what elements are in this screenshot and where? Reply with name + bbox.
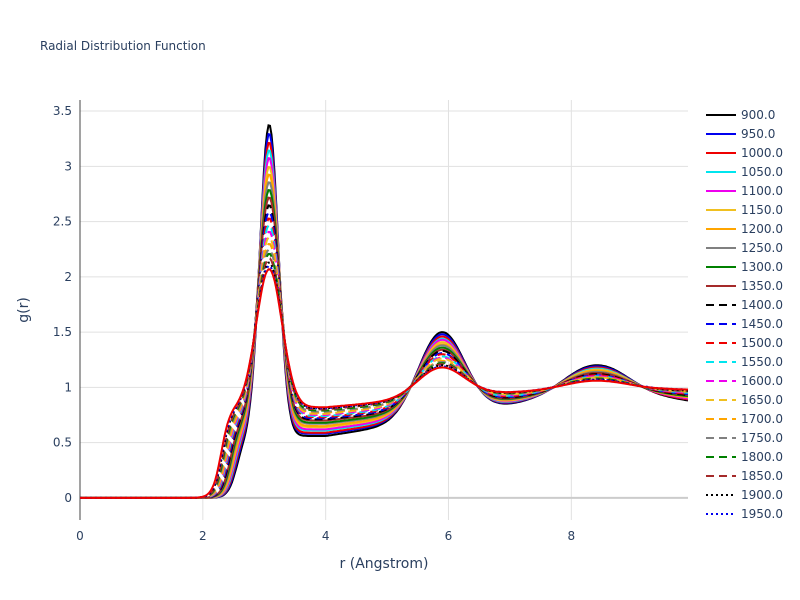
legend-item[interactable]: 1300.0 (706, 260, 783, 274)
legend-item[interactable]: 1500.0 (706, 336, 783, 350)
legend-label: 1850.0 (741, 469, 783, 483)
legend-item[interactable]: 1850.0 (706, 469, 783, 483)
y-tick-label: 0.5 (53, 436, 72, 450)
series-line (80, 252, 688, 499)
x-tick-label: 6 (445, 529, 453, 543)
legend-label: 1950.0 (741, 507, 783, 521)
legend-item[interactable]: 1700.0 (706, 412, 783, 426)
y-tick-label: 0 (64, 491, 72, 505)
legend-item[interactable]: 1950.0 (706, 507, 783, 521)
legend-label: 1900.0 (741, 488, 783, 502)
series-line (80, 264, 688, 499)
y-tick-label: 3 (64, 159, 72, 173)
series-line (80, 196, 688, 499)
y-tick-label: 3.5 (53, 104, 72, 118)
legend-label: 1150.0 (741, 203, 783, 217)
legend-item[interactable]: 1550.0 (706, 355, 783, 369)
legend-label: 1500.0 (741, 336, 783, 350)
series-line (80, 188, 688, 499)
legend-item[interactable]: 1100.0 (706, 184, 783, 198)
x-axis-label: r (Angstrom) (340, 556, 429, 572)
legend-label: 1800.0 (741, 450, 783, 464)
x-tick-label: 8 (567, 529, 575, 543)
legend-item[interactable]: 1600.0 (706, 374, 783, 388)
series-line (80, 268, 688, 499)
legend-label: 1400.0 (741, 298, 783, 312)
legend-item[interactable]: 1800.0 (706, 450, 783, 464)
y-ticks: 0 0.5 1 1.5 2 2.5 3 3.5 (53, 104, 72, 505)
series-line (80, 181, 688, 499)
series-line (80, 210, 688, 499)
legend-label: 950.0 (741, 127, 775, 141)
legend-label: 1300.0 (741, 260, 783, 274)
legend-item[interactable]: 1450.0 (706, 317, 783, 331)
legend-label: 900.0 (741, 108, 775, 122)
y-tick-label: 2.5 (53, 215, 72, 229)
x-tick-label: 4 (322, 529, 330, 543)
legend-label: 1650.0 (741, 393, 783, 407)
chart-title: Radial Distribution Function (40, 39, 206, 53)
legend-item[interactable]: 1350.0 (706, 279, 783, 293)
legend-label: 1750.0 (741, 431, 783, 445)
legend-item[interactable]: 1200.0 (706, 222, 783, 236)
legend-item[interactable]: 950.0 (706, 127, 775, 141)
series-line (80, 149, 688, 499)
x-tick-label: 2 (199, 529, 207, 543)
y-tick-label: 2 (64, 270, 72, 284)
series-line (80, 217, 688, 499)
x-tick-label: 0 (76, 529, 84, 543)
legend-label: 1200.0 (741, 222, 783, 236)
legend-item[interactable]: 1400.0 (706, 298, 783, 312)
legend-item[interactable]: 1000.0 (706, 146, 783, 160)
legend-item[interactable]: 1150.0 (706, 203, 783, 217)
legend-item[interactable]: 1250.0 (706, 241, 783, 255)
grid (80, 100, 688, 520)
y-axis-label: g(r) (16, 297, 32, 323)
legend-item[interactable]: 1050.0 (706, 165, 783, 179)
legend-label: 1600.0 (741, 374, 783, 388)
series-line (80, 141, 688, 499)
y-tick-label: 1.5 (53, 325, 72, 339)
legend-label: 1550.0 (741, 355, 783, 369)
series-line (80, 224, 688, 499)
legend-label: 1100.0 (741, 184, 783, 198)
legend-item[interactable]: 900.0 (706, 108, 775, 122)
series-lines (80, 124, 688, 499)
series-line (80, 242, 688, 499)
legend-label: 1700.0 (741, 412, 783, 426)
legend-label: 1350.0 (741, 279, 783, 293)
legend-label: 1050.0 (741, 165, 783, 179)
zero-line (79, 100, 688, 520)
series-line (80, 132, 688, 499)
series-line (80, 124, 688, 499)
series-line (80, 204, 688, 499)
legend-item[interactable]: 1900.0 (706, 488, 783, 502)
series-line (80, 173, 688, 499)
series-line (80, 157, 688, 499)
legend-label: 1000.0 (741, 146, 783, 160)
legend[interactable]: 900.0 950.0 1000.0 1050.0 1100.0 1150.0 1200.0… (706, 108, 783, 521)
y-tick-label: 1 (64, 380, 72, 394)
legend-label: 1450.0 (741, 317, 783, 331)
legend-label: 1250.0 (741, 241, 783, 255)
legend-item[interactable]: 1650.0 (706, 393, 783, 407)
legend-item[interactable]: 1750.0 (706, 431, 783, 445)
x-ticks: 0 2 4 6 8 (76, 529, 575, 543)
